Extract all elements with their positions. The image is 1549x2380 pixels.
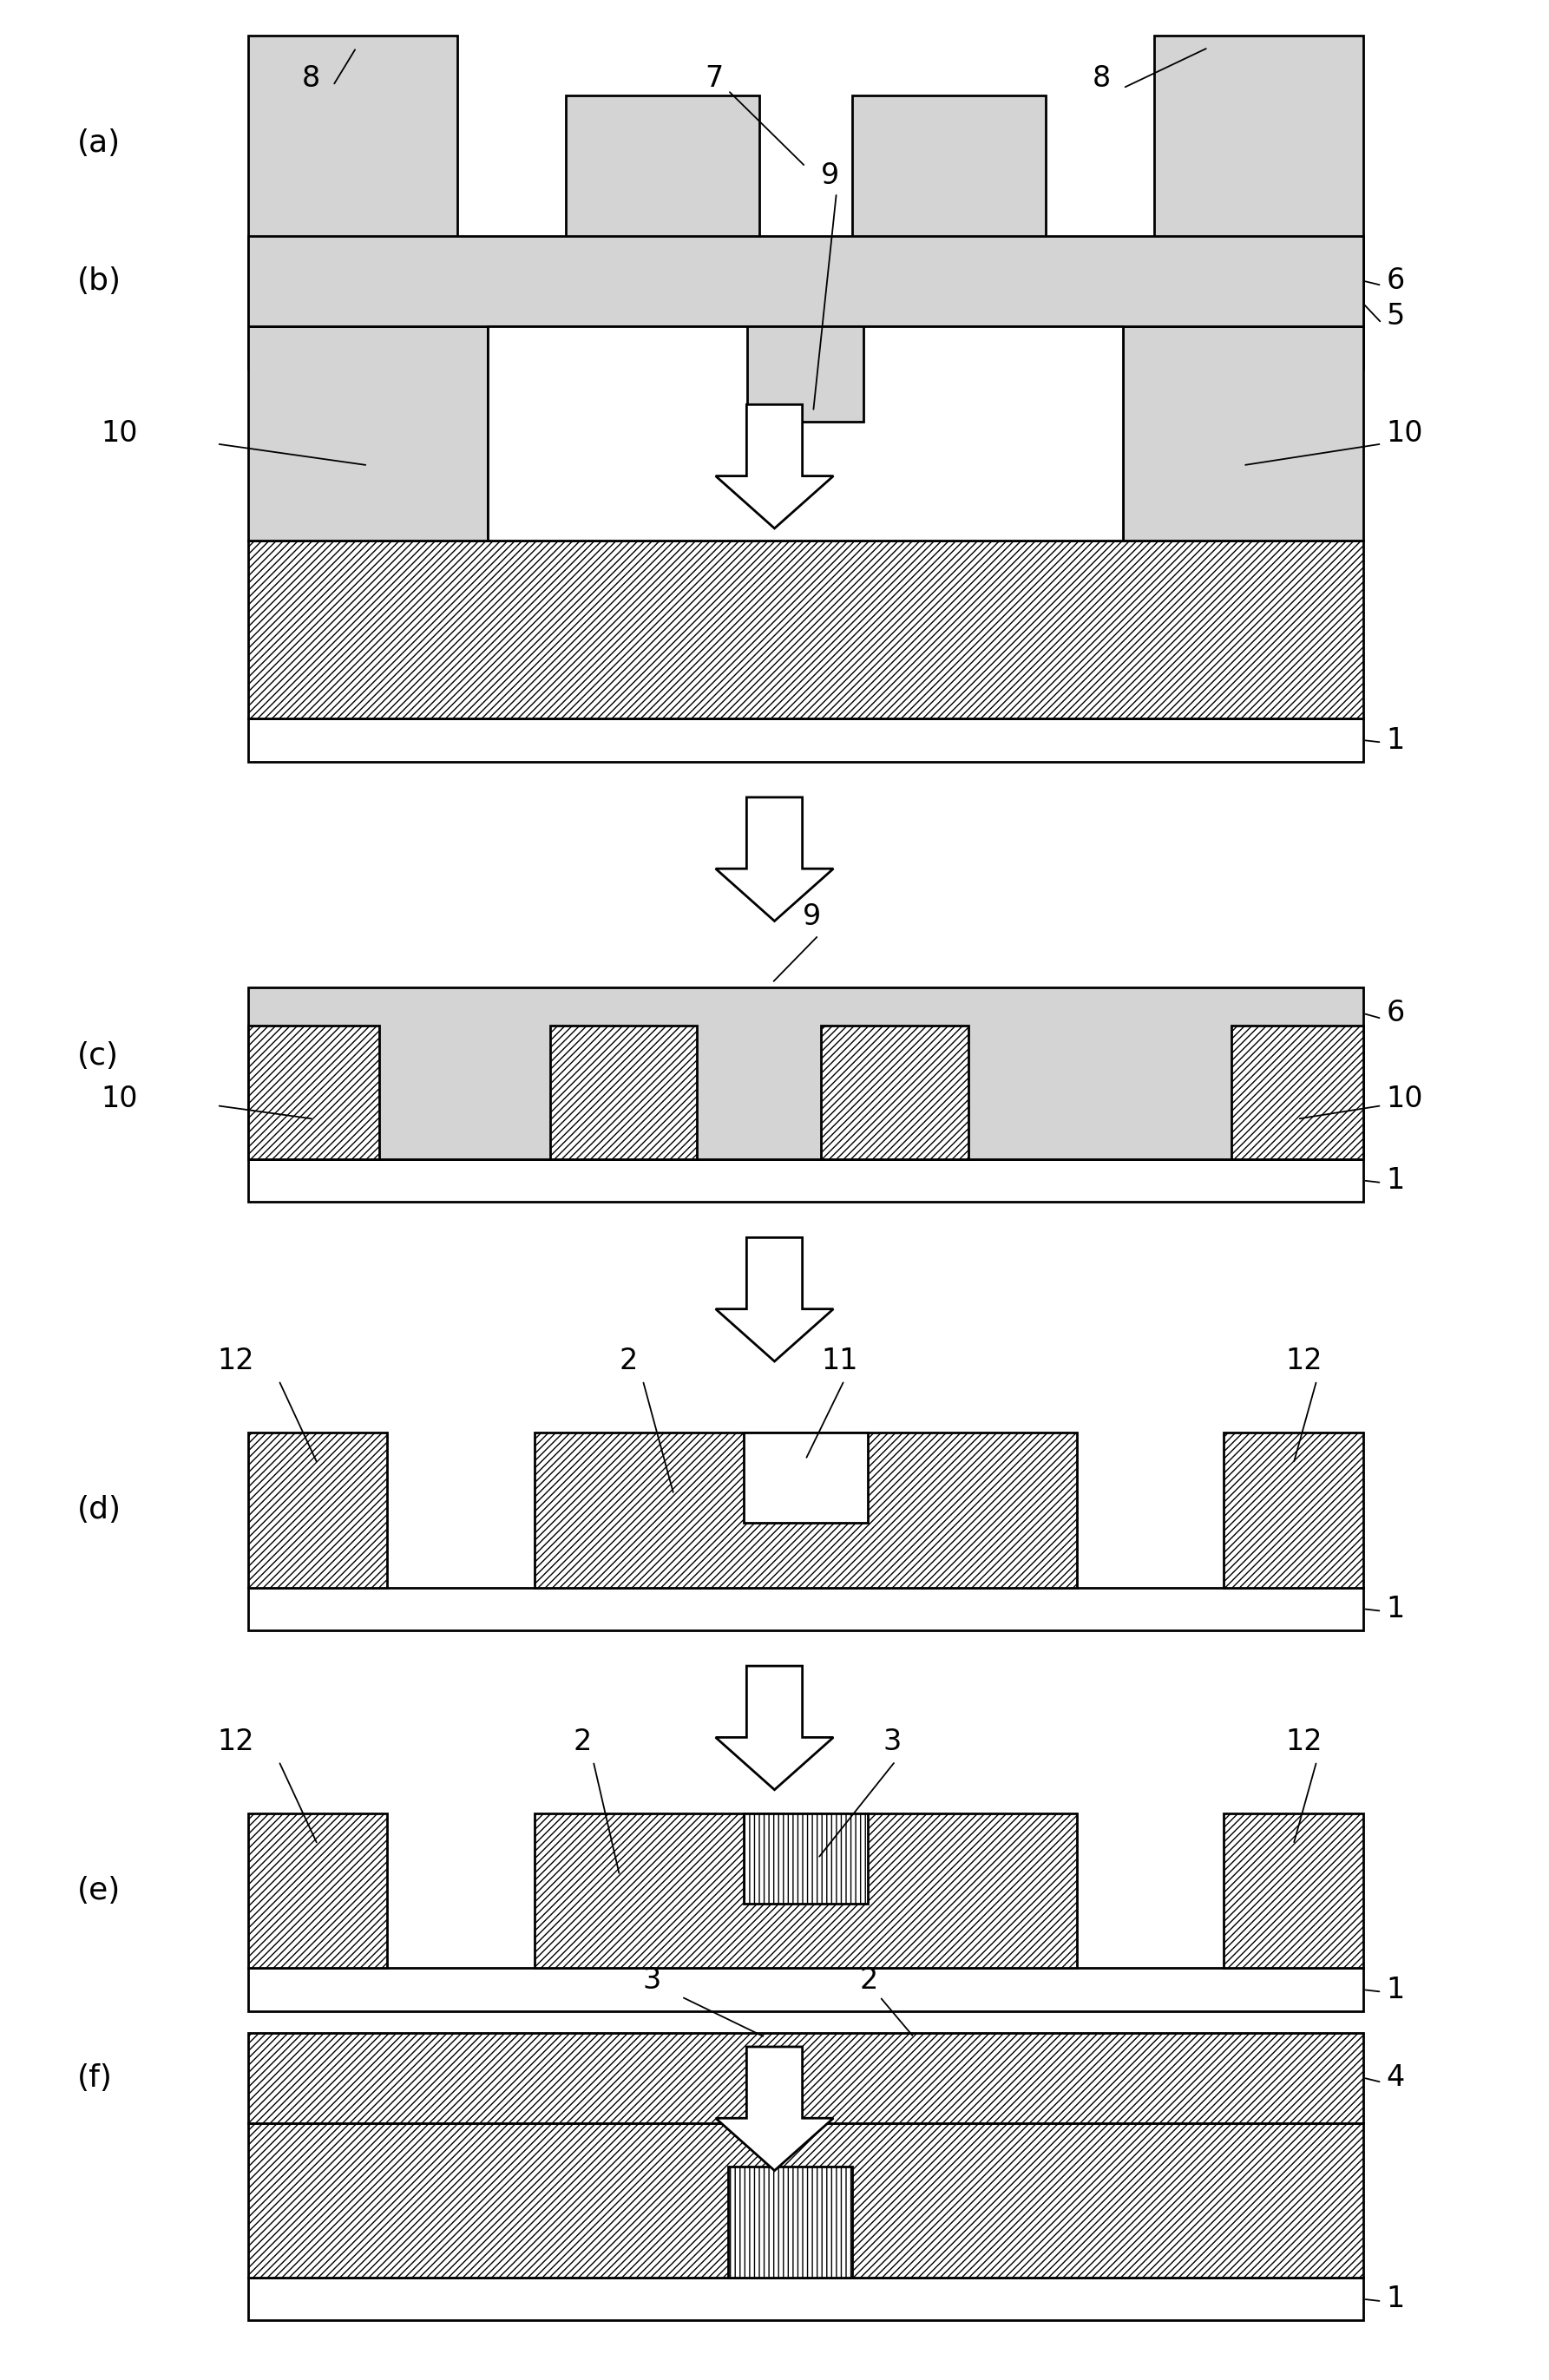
Bar <box>248 2123 1363 2278</box>
Text: 4: 4 <box>1386 2063 1405 2092</box>
Text: 3: 3 <box>643 1966 661 1994</box>
Bar <box>550 1026 697 1159</box>
Text: 12: 12 <box>217 1347 254 1376</box>
Bar <box>248 326 488 540</box>
Bar <box>248 719 1363 762</box>
Text: 9: 9 <box>802 902 821 931</box>
Bar <box>248 1159 1363 1202</box>
Text: (e): (e) <box>77 1875 121 1906</box>
Bar <box>1154 36 1363 238</box>
Bar <box>248 540 1363 719</box>
Text: (b): (b) <box>77 267 122 295</box>
Bar <box>248 1026 380 1159</box>
Bar <box>248 1968 1363 2011</box>
Text: 10: 10 <box>101 1085 138 1114</box>
Text: 8: 8 <box>1092 64 1111 93</box>
Bar <box>248 988 1363 1159</box>
Text: 10: 10 <box>1386 1085 1424 1114</box>
Bar <box>748 326 864 421</box>
Bar <box>248 1433 387 1587</box>
Bar <box>744 1814 867 1904</box>
Text: 2: 2 <box>620 1347 638 1376</box>
Bar <box>1224 1433 1363 1587</box>
Bar <box>488 326 1123 540</box>
Polygon shape <box>716 1238 833 1361</box>
Bar <box>821 1026 968 1159</box>
Text: 12: 12 <box>1286 1728 1323 1756</box>
Text: 9: 9 <box>821 162 840 190</box>
Bar <box>1123 326 1363 540</box>
Bar <box>248 36 457 238</box>
Text: 1: 1 <box>1386 1975 1405 2004</box>
Text: 3: 3 <box>883 1728 902 1756</box>
Bar <box>248 2033 1363 2123</box>
Text: 8: 8 <box>302 64 321 93</box>
Bar <box>248 1814 387 1968</box>
Bar <box>1231 1026 1363 1159</box>
Text: (a): (a) <box>77 129 121 157</box>
Text: (f): (f) <box>77 2063 113 2092</box>
Text: 2: 2 <box>860 1966 878 1994</box>
Text: 11: 11 <box>821 1347 858 1376</box>
Text: (d): (d) <box>77 1495 122 1526</box>
Bar <box>248 1587 1363 1630</box>
Polygon shape <box>716 1666 833 1790</box>
Text: 2: 2 <box>573 1728 592 1756</box>
Bar <box>534 1814 1077 1968</box>
Bar <box>248 236 1363 326</box>
Text: 1: 1 <box>1386 1595 1405 1623</box>
Text: 5: 5 <box>1386 302 1405 331</box>
Polygon shape <box>716 2047 833 2171</box>
Text: 7: 7 <box>705 64 723 93</box>
Bar <box>248 238 1363 369</box>
Bar <box>1224 1814 1363 1968</box>
Bar <box>852 95 1046 238</box>
Text: 6: 6 <box>1386 267 1405 295</box>
Text: 12: 12 <box>217 1728 254 1756</box>
Text: 1: 1 <box>1386 1166 1405 1195</box>
Bar <box>744 1433 867 1523</box>
Polygon shape <box>716 405 833 528</box>
Bar <box>565 95 759 238</box>
Bar <box>534 1433 1077 1587</box>
Text: (c): (c) <box>77 1042 119 1071</box>
Bar <box>728 2166 852 2278</box>
Text: 1: 1 <box>1386 2285 1405 2313</box>
Text: 1: 1 <box>1386 726 1405 754</box>
Text: 12: 12 <box>1286 1347 1323 1376</box>
Bar <box>248 2278 1363 2320</box>
Text: 10: 10 <box>101 419 138 447</box>
Text: 10: 10 <box>1386 419 1424 447</box>
Text: 6: 6 <box>1386 1000 1405 1028</box>
Polygon shape <box>716 797 833 921</box>
